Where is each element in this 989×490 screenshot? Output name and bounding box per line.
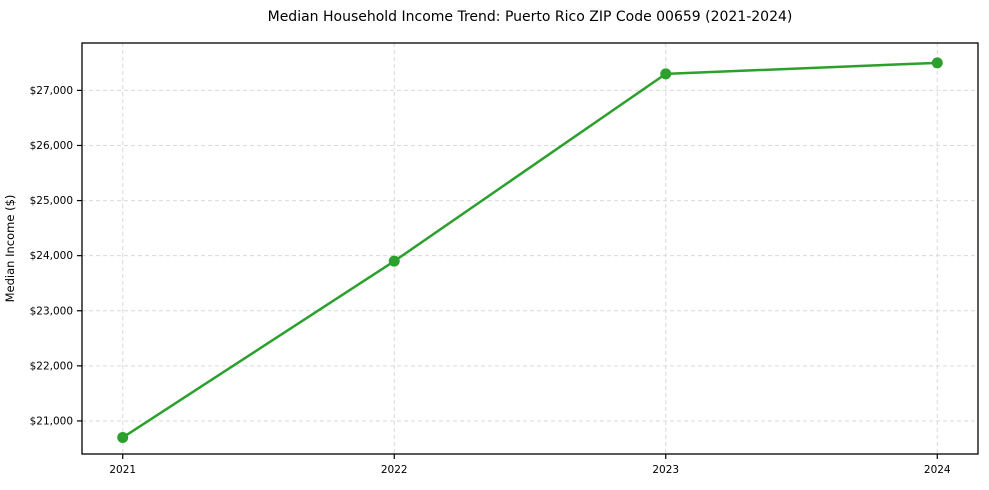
y-tick-label: $27,000 (30, 85, 73, 97)
y-tick-label: $24,000 (30, 250, 73, 262)
data-point (388, 255, 400, 267)
data-point (660, 68, 672, 80)
income-series (117, 57, 943, 443)
gridlines (82, 43, 978, 454)
trend-line (121, 61, 939, 439)
y-tick-label: $25,000 (30, 195, 73, 207)
y-tick-label: $21,000 (30, 415, 73, 427)
x-tick-label: 2022 (381, 464, 408, 476)
y-tick-label: $23,000 (30, 305, 73, 317)
data-point (931, 57, 943, 69)
y-axis-label: Median Income ($) (3, 195, 17, 303)
x-tick-label: 2024 (924, 464, 951, 476)
chart-title: Median Household Income Trend: Puerto Ri… (268, 9, 793, 25)
plot-border (81, 42, 979, 455)
x-tick-label: 2021 (109, 464, 136, 476)
axis-ticks: $21,000 $22,000 $23,000 $24,000 $25,000 $26,0… (30, 85, 951, 476)
y-tick-label: $22,000 (30, 360, 73, 372)
data-point (117, 431, 129, 443)
x-tick-label: 2023 (652, 464, 679, 476)
y-tick-label: $26,000 (30, 140, 73, 152)
